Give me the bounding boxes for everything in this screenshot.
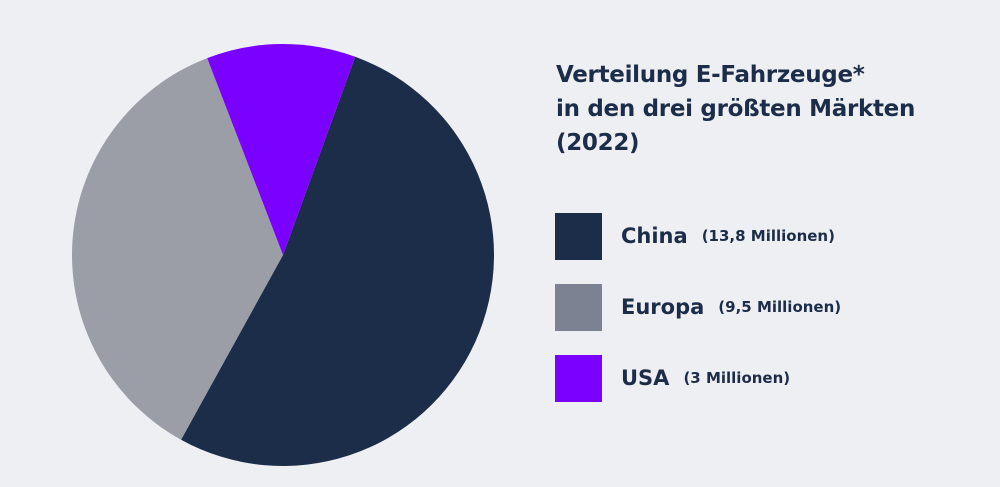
chart-title: Verteilung E-Fahrzeuge* in den drei größ… — [556, 58, 986, 160]
legend-value: (9,5 Millionen) — [718, 298, 842, 316]
legend-swatch — [555, 283, 602, 331]
legend-swatch — [555, 212, 602, 260]
title-line: Verteilung E-Fahrzeuge* — [556, 62, 865, 88]
legend-label: USA — [621, 366, 670, 390]
title-line: in den drei größten Märkten — [556, 96, 916, 122]
legend-label: China — [621, 224, 688, 248]
legend-value: (13,8 Millionen) — [701, 227, 835, 245]
legend-item-china: China (13,8 Millionen) — [555, 212, 841, 260]
pie-slice-china — [181, 56, 494, 466]
legend-item-usa: USA (3 Millionen) — [555, 354, 841, 402]
pie-slice-europa — [72, 58, 283, 440]
legend-swatch — [555, 354, 602, 402]
legend: China (13,8 Millionen) Europa (9,5 Milli… — [555, 212, 841, 425]
legend-label: Europa — [621, 295, 705, 319]
pie-slice-usa — [207, 43, 356, 255]
title-line: (2022) — [556, 130, 640, 156]
legend-item-europa: Europa (9,5 Millionen) — [555, 283, 841, 331]
legend-value: (3 Millionen) — [683, 369, 791, 387]
